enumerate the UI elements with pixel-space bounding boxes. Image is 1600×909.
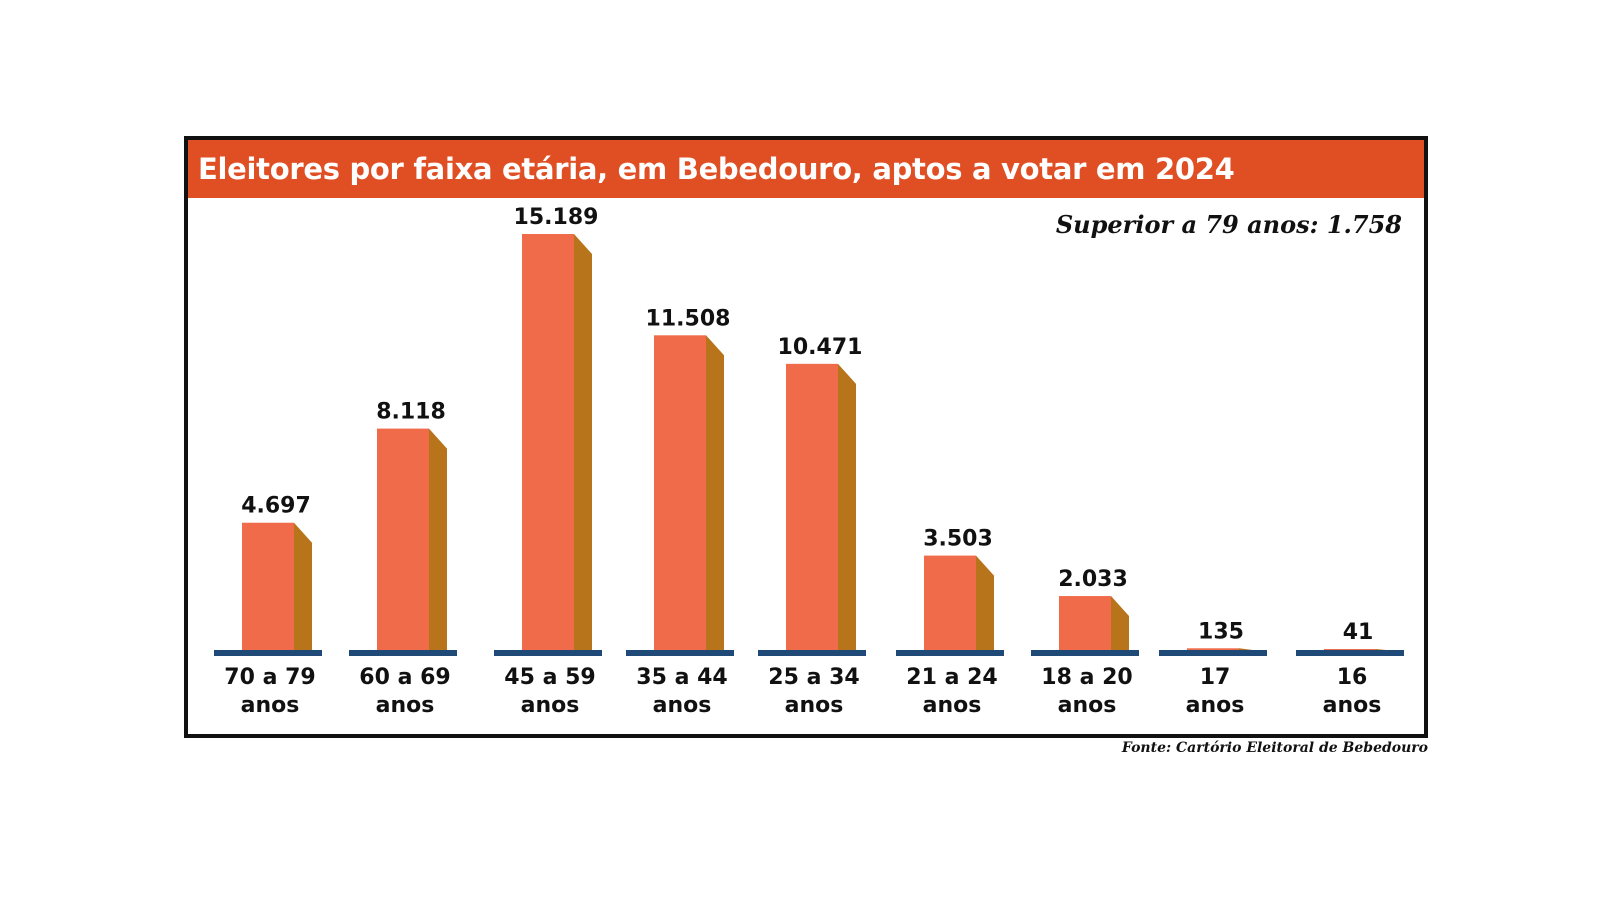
category-label-4-1: anos <box>785 693 844 718</box>
baseline-0 <box>214 650 322 656</box>
baseline-2 <box>494 650 602 656</box>
value-label-7: 135 <box>1198 619 1244 644</box>
category-label-8-1: anos <box>1323 693 1382 718</box>
baseline-1 <box>349 650 457 656</box>
category-label-1-0: 60 a 69 <box>359 665 450 690</box>
category-label-1-1: anos <box>376 693 435 718</box>
value-label-4: 10.471 <box>778 335 863 360</box>
bar-1 <box>377 428 429 652</box>
category-label-0-0: 70 a 79 <box>224 665 315 690</box>
bar-5 <box>924 555 976 652</box>
chart-annotation: Superior a 79 anos: 1.758 <box>1055 210 1402 239</box>
value-label-3: 11.508 <box>646 306 731 331</box>
category-label-8-0: 16 <box>1337 665 1368 690</box>
category-label-5-1: anos <box>923 693 982 718</box>
bar-0 <box>242 522 294 652</box>
baseline-5 <box>896 650 1004 656</box>
category-label-6-1: anos <box>1058 693 1117 718</box>
baseline-3 <box>626 650 734 656</box>
value-label-2: 15.189 <box>514 205 599 230</box>
category-label-7-0: 17 <box>1200 665 1231 690</box>
bar-side-0 <box>294 522 312 652</box>
baseline-6 <box>1031 650 1139 656</box>
bar-3 <box>654 335 706 652</box>
category-label-3-0: 35 a 44 <box>636 665 727 690</box>
category-label-3-1: anos <box>653 693 712 718</box>
chart-source: Fonte: Cartório Eleitoral de Bebedouro <box>1121 740 1428 756</box>
baseline-7 <box>1159 650 1267 656</box>
bar-6 <box>1059 596 1111 652</box>
category-label-7-1: anos <box>1186 693 1245 718</box>
value-label-8: 41 <box>1343 620 1374 645</box>
category-label-2-1: anos <box>521 693 580 718</box>
bar-side-1 <box>429 428 447 652</box>
category-label-2-0: 45 a 59 <box>504 665 595 690</box>
bar-2 <box>522 234 574 652</box>
bar-side-6 <box>1111 596 1129 652</box>
value-label-6: 2.033 <box>1058 567 1128 592</box>
value-label-5: 3.503 <box>923 527 993 552</box>
category-label-6-0: 18 a 20 <box>1041 665 1132 690</box>
value-label-0: 4.697 <box>241 494 311 519</box>
category-label-0-1: anos <box>241 693 300 718</box>
baseline-8 <box>1296 650 1404 656</box>
baseline-4 <box>758 650 866 656</box>
bar-side-2 <box>574 234 592 652</box>
category-label-4-0: 25 a 34 <box>768 665 859 690</box>
category-label-5-0: 21 a 24 <box>906 665 997 690</box>
bar-side-4 <box>838 363 856 652</box>
bar-side-5 <box>976 555 994 652</box>
value-label-1: 8.118 <box>376 400 446 425</box>
bar-4 <box>786 363 838 652</box>
chart-title: Eleitores por faixa etária, em Bebedouro… <box>188 140 1424 198</box>
bar-side-3 <box>706 335 724 652</box>
